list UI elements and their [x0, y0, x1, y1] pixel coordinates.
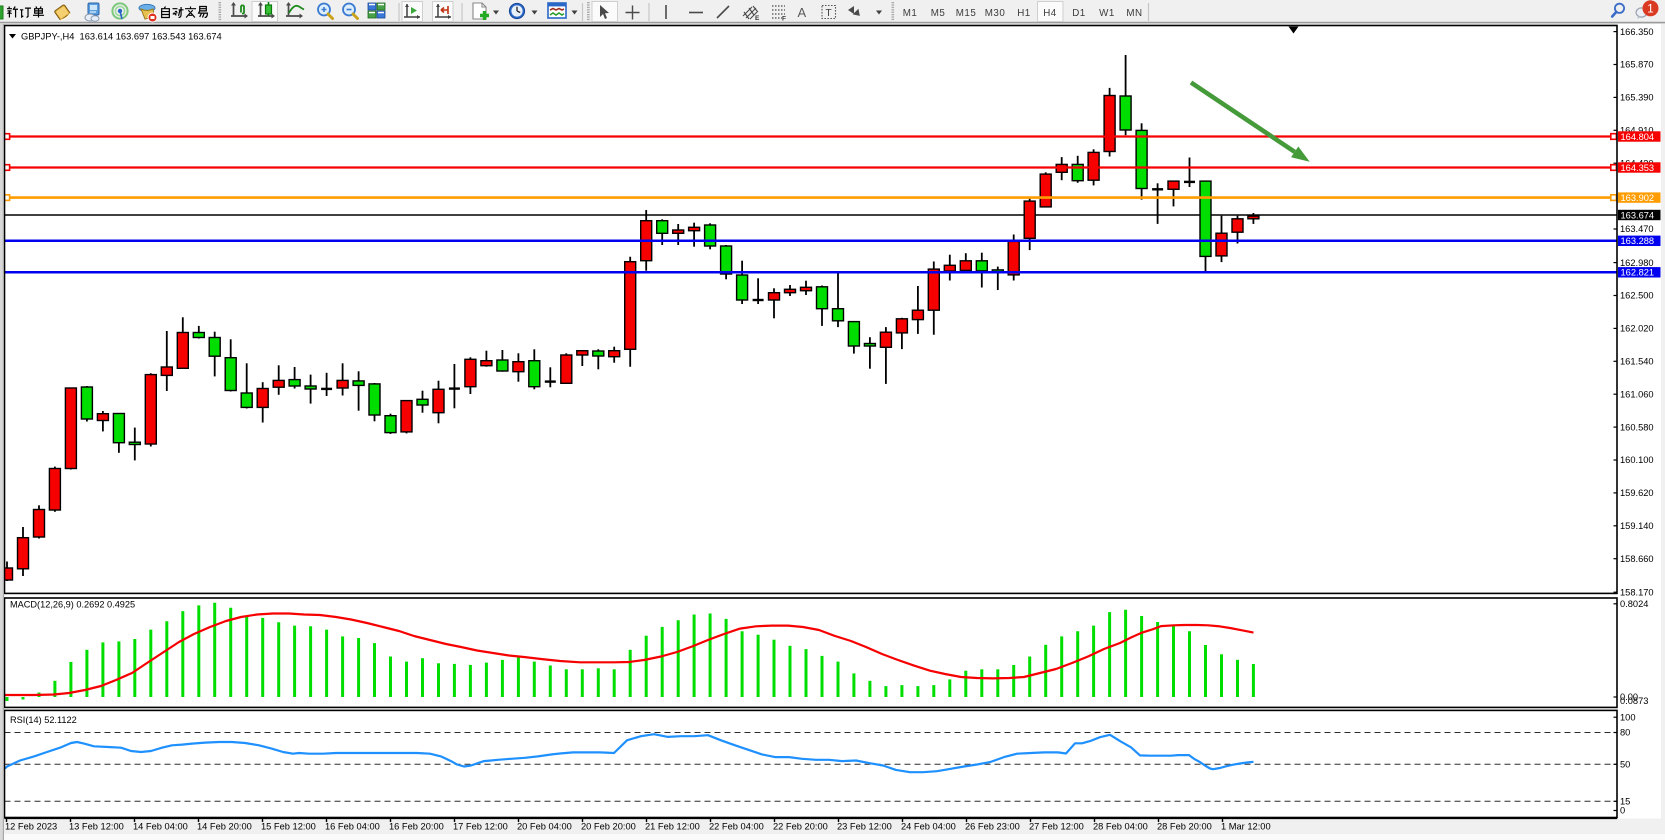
svg-text:16 Feb 20:00: 16 Feb 20:00 — [389, 822, 444, 832]
svg-text:20 Feb 04:00: 20 Feb 04:00 — [517, 822, 572, 832]
svg-text:14 Feb 20:00: 14 Feb 20:00 — [197, 822, 252, 832]
svg-text:162.821: 162.821 — [1621, 268, 1655, 278]
svg-text:H4: H4 — [1043, 8, 1057, 19]
svg-text:14 Feb 04:00: 14 Feb 04:00 — [133, 822, 188, 832]
svg-text:13 Feb 12:00: 13 Feb 12:00 — [69, 822, 124, 832]
svg-text:22 Feb 20:00: 22 Feb 20:00 — [773, 822, 828, 832]
svg-text:26 Feb 23:00: 26 Feb 23:00 — [965, 822, 1020, 832]
svg-text:163.470: 163.470 — [1620, 224, 1654, 234]
svg-text:23 Feb 12:00: 23 Feb 12:00 — [837, 822, 892, 832]
svg-text:164.804: 164.804 — [1621, 132, 1655, 142]
svg-text:163.288: 163.288 — [1621, 236, 1655, 246]
svg-text:162.500: 162.500 — [1620, 291, 1654, 301]
svg-text:MACD(12,26,9) 0.2692 0.4925: MACD(12,26,9) 0.2692 0.4925 — [10, 600, 135, 610]
svg-text:24 Feb 04:00: 24 Feb 04:00 — [901, 822, 956, 832]
svg-text:164.353: 164.353 — [1621, 163, 1655, 173]
svg-text:D1: D1 — [1072, 8, 1086, 19]
svg-text:H1: H1 — [1017, 8, 1031, 19]
svg-text:M5: M5 — [931, 8, 946, 19]
svg-text:166.350: 166.350 — [1620, 27, 1654, 37]
svg-text:GBPJPY-,H4 163.614 163.697 16: GBPJPY-,H4 163.614 163.697 163.543 163.6… — [21, 32, 222, 42]
svg-text:50: 50 — [1620, 760, 1630, 770]
svg-text:80: 80 — [1620, 728, 1630, 738]
svg-text:16 Feb 04:00: 16 Feb 04:00 — [325, 822, 380, 832]
svg-text:A: A — [798, 5, 807, 20]
svg-text:161.540: 161.540 — [1620, 357, 1654, 367]
svg-text:165.390: 165.390 — [1620, 93, 1654, 103]
svg-text:0.0873: 0.0873 — [1620, 696, 1648, 706]
svg-text:E: E — [755, 15, 760, 22]
svg-text:22 Feb 04:00: 22 Feb 04:00 — [709, 822, 764, 832]
svg-text:W1: W1 — [1099, 8, 1115, 19]
svg-text:1: 1 — [1647, 3, 1653, 15]
svg-text:RSI(14) 52.1122: RSI(14) 52.1122 — [10, 715, 77, 725]
svg-text:1 Mar 12:00: 1 Mar 12:00 — [1221, 822, 1271, 832]
svg-text:162.020: 162.020 — [1620, 324, 1654, 334]
svg-text:28 Feb 04:00: 28 Feb 04:00 — [1093, 822, 1148, 832]
svg-text:0.8024: 0.8024 — [1620, 599, 1648, 609]
svg-text:161.060: 161.060 — [1620, 389, 1654, 399]
svg-text:159.140: 159.140 — [1620, 521, 1654, 531]
svg-text:M30: M30 — [985, 8, 1006, 19]
svg-text:160.100: 160.100 — [1620, 455, 1654, 465]
svg-text:163.674: 163.674 — [1621, 210, 1655, 220]
svg-text:163.902: 163.902 — [1621, 193, 1655, 203]
svg-text:21 Feb 12:00: 21 Feb 12:00 — [645, 822, 700, 832]
svg-text:159.620: 159.620 — [1620, 488, 1654, 498]
svg-text:15 Feb 12:00: 15 Feb 12:00 — [261, 822, 316, 832]
svg-text:164.910: 164.910 — [1620, 126, 1654, 136]
svg-text:15: 15 — [1620, 797, 1630, 807]
svg-text:165.870: 165.870 — [1620, 60, 1654, 70]
svg-text:0: 0 — [1620, 806, 1625, 816]
svg-text:12 Feb 2023: 12 Feb 2023 — [5, 822, 57, 832]
svg-text:158.660: 158.660 — [1620, 554, 1654, 564]
svg-text:20 Feb 20:00: 20 Feb 20:00 — [581, 822, 636, 832]
svg-text:100: 100 — [1620, 712, 1636, 722]
svg-text:F: F — [782, 16, 786, 23]
svg-text:M15: M15 — [956, 8, 977, 19]
svg-text:M1: M1 — [903, 8, 918, 19]
svg-text:158.170: 158.170 — [1620, 587, 1654, 597]
svg-text:0.00: 0.00 — [1620, 692, 1638, 702]
svg-text:T: T — [826, 8, 832, 19]
svg-text:162.980: 162.980 — [1620, 258, 1654, 268]
svg-text:17 Feb 12:00: 17 Feb 12:00 — [453, 822, 508, 832]
svg-text:28 Feb 20:00: 28 Feb 20:00 — [1157, 822, 1212, 832]
svg-text:160.580: 160.580 — [1620, 422, 1654, 432]
svg-text:27 Feb 12:00: 27 Feb 12:00 — [1029, 822, 1084, 832]
svg-text:MN: MN — [1126, 8, 1142, 19]
